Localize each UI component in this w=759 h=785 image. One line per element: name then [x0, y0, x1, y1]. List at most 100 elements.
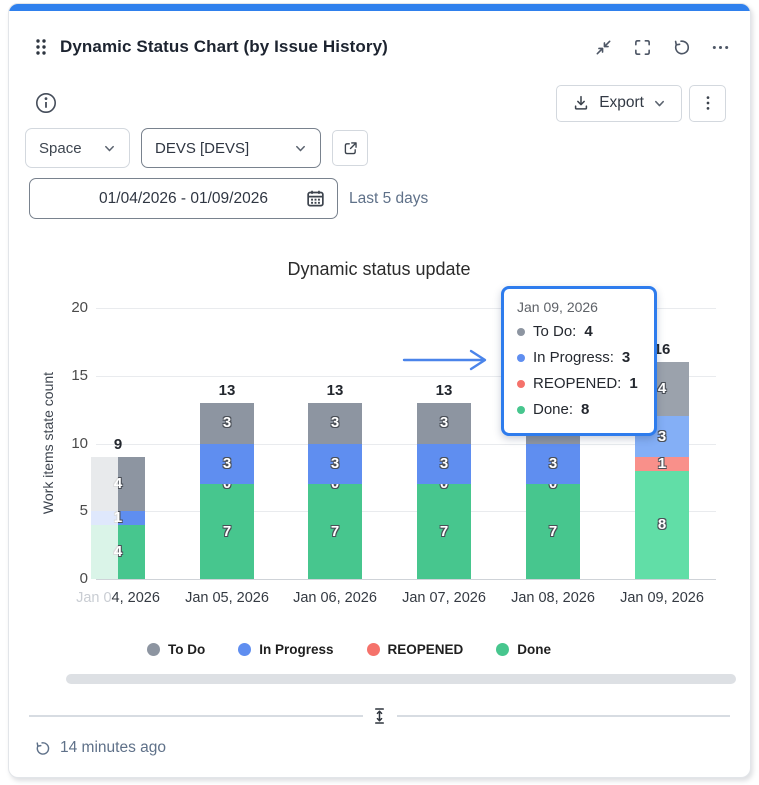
segment-value-label: 4 [113, 475, 123, 493]
bar-total-label: 16 [653, 341, 671, 359]
y-tick-label: 0 [79, 570, 88, 587]
bar-total-label: 13 [218, 381, 236, 399]
bar-segment-done[interactable]: 7 [417, 484, 471, 579]
date-range-hint: Last 5 days [349, 189, 429, 207]
legend-dot-icon [238, 643, 252, 656]
bar-segment-done[interactable]: 7 [200, 484, 254, 579]
external-link-icon [344, 141, 357, 154]
widget-footer: 14 minutes ago [34, 739, 166, 757]
drag-handle-icon[interactable] [34, 37, 48, 57]
bar-segment-done[interactable]: 7 [526, 484, 580, 579]
tooltip-pointer-arrow-icon [402, 349, 487, 371]
segment-value-label: 3 [330, 414, 340, 432]
last-refresh-icon [36, 741, 50, 755]
gridline [96, 308, 716, 309]
space-select-value: Space [39, 139, 82, 157]
date-row: 01/04/2026 - 01/09/2026 Last 5 days [29, 178, 428, 219]
fullscreen-icon[interactable] [632, 37, 652, 57]
tooltip-item: In Progress: 3 [517, 345, 641, 371]
segment-value-label: 8 [657, 515, 667, 533]
stacked-bar[interactable]: 7033 [308, 402, 362, 579]
bar-segment-to-do[interactable]: 3 [200, 402, 254, 444]
open-in-new-button[interactable] [332, 130, 368, 166]
last-updated-text: 14 minutes ago [60, 739, 166, 756]
gridline [96, 375, 716, 377]
tooltip-dot-icon [517, 328, 525, 336]
y-tick-label: 20 [71, 299, 88, 316]
clipped-bar-overlay [91, 457, 118, 579]
stacked-bar[interactable]: 4 1 4 [91, 457, 145, 579]
x-axis-label-faded-part: Jan 0 [76, 590, 112, 606]
legend-item-reopened[interactable]: REOPENED [366, 642, 464, 657]
refresh-icon[interactable] [671, 37, 691, 57]
x-axis-label: Jan 07, 2026 [402, 590, 486, 606]
project-select[interactable]: DEVS [DEVS] [141, 128, 321, 168]
segment-value-label: 3 [222, 414, 232, 432]
calendar-icon[interactable] [305, 188, 326, 214]
legend-label: In Progress [259, 642, 334, 657]
stacked-bar[interactable]: 7033 [417, 402, 471, 579]
segment-value-label: 1 [113, 509, 123, 527]
chart-horizontal-scrollbar[interactable] [66, 674, 736, 684]
segment-value-label: 4 [113, 542, 123, 560]
export-button[interactable]: Export [556, 84, 682, 122]
gridline [96, 511, 716, 513]
plot-area: Work items state count 05101520414970331… [40, 299, 716, 587]
widget-header: Dynamic Status Chart (by Issue History) [34, 31, 730, 63]
tooltip-date: Jan 09, 2026 [517, 299, 598, 315]
bar-segment-reopened[interactable]: 1 [635, 455, 689, 471]
resize-handle-icon[interactable] [363, 707, 397, 725]
stacked-bar[interactable]: 7033 [200, 402, 254, 579]
legend-item-done[interactable]: Done [496, 642, 551, 657]
tooltip-item-value: 1 [629, 375, 638, 392]
gridline [96, 443, 716, 445]
legend-item-in-progress[interactable]: In Progress [238, 642, 334, 657]
bar-segment-to-do[interactable]: 3 [308, 402, 362, 444]
y-tick-label: 5 [79, 502, 88, 520]
tooltip-item-value: 3 [621, 349, 631, 366]
bar-segment-in-progress[interactable]: 3 [308, 443, 362, 485]
chevron-down-icon [296, 145, 305, 151]
bar-segment-in-progress[interactable]: 3 [200, 443, 254, 485]
bar-segment-to-do[interactable]: 3 [417, 402, 471, 444]
bar-total-label: 13 [326, 381, 344, 399]
date-range-input[interactable]: 01/04/2026 - 01/09/2026 [29, 178, 338, 219]
segment-value-label: 7 [548, 522, 558, 540]
bar-segment-in-progress[interactable]: 3 [417, 443, 471, 485]
chevron-down-icon [105, 145, 114, 151]
tooltip-dot-icon [517, 354, 525, 362]
segment-value-label: 3 [330, 454, 340, 472]
tooltip-dot-icon [517, 380, 525, 388]
info-icon[interactable] [34, 91, 58, 115]
tooltip-rows: To Do: 4 In Progress: 3 REOPENED: 1 Done: 8 [517, 319, 641, 423]
segment-value-label: 3 [548, 454, 558, 472]
chart-title: Dynamic status update [287, 259, 471, 279]
legend-label: Done [517, 642, 552, 657]
tooltip-item-value: 8 [581, 401, 590, 418]
widget-toolbar: Export [34, 84, 726, 122]
more-icon[interactable] [710, 37, 730, 57]
collapse-icon[interactable] [593, 37, 613, 57]
resize-row [29, 707, 730, 725]
bar-segment-done[interactable]: 8 [635, 470, 689, 579]
bar-segment-in-progress[interactable]: 3 [526, 443, 580, 485]
bar-segment-done[interactable]: 7 [308, 484, 362, 579]
resize-divider [29, 715, 363, 717]
bar-total-label: 9 [113, 436, 123, 454]
status-chart: Dynamic status update Work items state c… [9, 254, 750, 674]
tooltip-item: Done: 8 [517, 397, 641, 423]
space-select[interactable]: Space [25, 128, 130, 168]
legend-label: REOPENED [387, 642, 464, 657]
segment-value-label: 3 [222, 454, 232, 472]
segment-value-label: 3 [439, 454, 449, 472]
date-range-value: 01/04/2026 - 01/09/2026 [99, 189, 268, 207]
legend-item-to-do[interactable]: To Do [146, 642, 205, 657]
kebab-menu-icon[interactable] [689, 84, 726, 122]
widget-title: Dynamic Status Chart (by Issue History) [60, 37, 388, 56]
y-tick-label: 10 [71, 434, 88, 452]
widget-card: Dynamic Status Chart (by Issue History) [8, 3, 751, 778]
filters-row: Space DEVS [DEVS] [25, 128, 368, 168]
chart-tooltip: Jan 09, 2026 To Do: 4 In Progress: 3 REOPE… [501, 286, 657, 436]
legend-dot-icon [146, 643, 160, 656]
x-axis-label: Jan 05, 2026 [185, 590, 269, 606]
